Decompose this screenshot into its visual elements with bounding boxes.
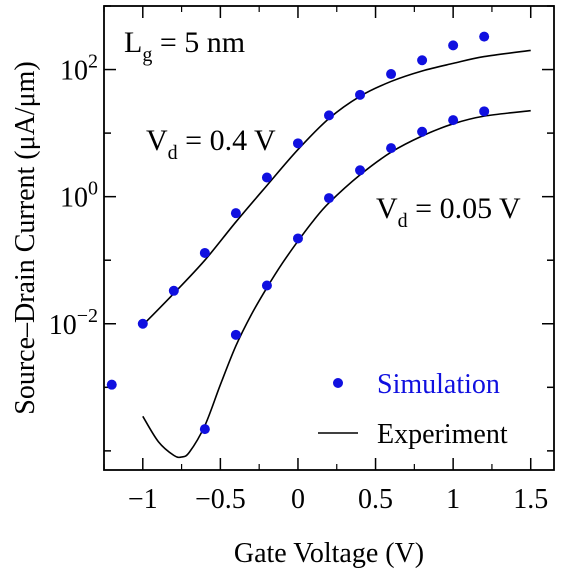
simulation-point bbox=[292, 138, 303, 149]
simulation-point bbox=[417, 55, 428, 66]
simulation-point bbox=[479, 106, 490, 117]
simulation-point bbox=[448, 115, 459, 126]
x-tick-label: 0.5 bbox=[358, 484, 393, 515]
svg-text:10−2: 10−2 bbox=[49, 305, 98, 341]
simulation-point bbox=[386, 143, 397, 154]
simulation-point bbox=[137, 318, 148, 329]
x-axis-label: Gate Voltage (V) bbox=[234, 538, 424, 569]
vd-0.05-annotation: Vd = 0.05 V bbox=[376, 192, 521, 232]
simulation-point bbox=[230, 329, 241, 340]
y-tick-label-1e-2: 102 bbox=[60, 51, 98, 87]
vd-0.4-annotation: Vd = 0.4 V bbox=[146, 124, 276, 164]
plot-frame bbox=[103, 5, 555, 471]
simulation-point bbox=[417, 126, 428, 137]
simulation-point bbox=[168, 285, 179, 296]
simulation-point bbox=[199, 424, 210, 435]
simulation-point bbox=[448, 40, 459, 51]
y-axis-label: Source–Drain Current (μA/μm) bbox=[10, 61, 41, 415]
simulation-point bbox=[386, 69, 397, 80]
simulation-point bbox=[106, 379, 117, 390]
legend-simulation-label: Simulation bbox=[377, 369, 500, 400]
x-tick-label: 0 bbox=[291, 484, 305, 515]
x-tick-label: 1 bbox=[446, 484, 460, 515]
x-tick-label: −0.5 bbox=[195, 484, 246, 515]
simulation-point bbox=[355, 165, 366, 176]
y-tick-label-1e0: 100 bbox=[60, 178, 98, 214]
x-tick-label: 1.5 bbox=[513, 484, 548, 515]
simulation-point bbox=[324, 110, 334, 121]
simulation-point bbox=[292, 233, 303, 244]
tick-marks bbox=[103, 5, 554, 470]
legend-experiment-label: Experiment bbox=[377, 419, 508, 450]
svg-text:102: 102 bbox=[60, 51, 98, 87]
experiment-line-series-3 bbox=[142, 109, 531, 459]
experiment-line-series-2 bbox=[142, 49, 531, 326]
simulation-point bbox=[261, 280, 272, 291]
svg-text:100: 100 bbox=[60, 178, 98, 214]
legend: Simulation Experiment bbox=[318, 369, 508, 450]
simulation-points bbox=[106, 31, 490, 435]
simulation-point bbox=[479, 31, 490, 42]
x-tick-label: −1 bbox=[128, 484, 158, 515]
gate-length-annotation: Lg = 5 nm bbox=[124, 26, 245, 66]
simulation-point bbox=[230, 208, 241, 219]
y-tick-label-1e2: 10−2 bbox=[49, 305, 98, 341]
legend-simulation-marker bbox=[333, 378, 343, 388]
simulation-point bbox=[199, 247, 210, 258]
simulation-point bbox=[261, 172, 272, 183]
simulation-point bbox=[324, 193, 334, 204]
simulation-point bbox=[355, 89, 366, 100]
